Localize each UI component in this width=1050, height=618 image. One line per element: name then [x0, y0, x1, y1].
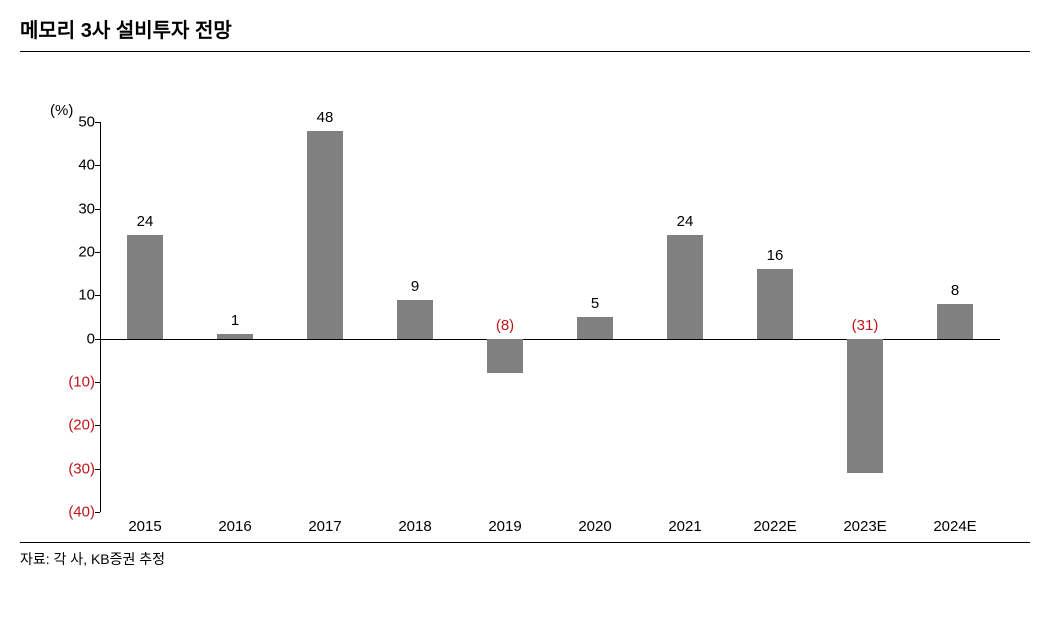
y-tick-label: (30): [50, 460, 95, 477]
x-tick-label: 2020: [578, 518, 611, 535]
x-tick-label: 2016: [218, 518, 251, 535]
y-axis: [100, 122, 101, 512]
y-tick-mark: [95, 469, 100, 470]
source-text: 자료: 각 사, KB증권 추정: [0, 543, 1050, 569]
y-tick-label: (40): [50, 504, 95, 521]
chart-title: 메모리 3사 설비투자 전망: [20, 14, 1030, 51]
title-rule: [20, 51, 1030, 52]
y-tick-mark: [95, 252, 100, 253]
x-tick-label: 2022E: [753, 518, 796, 535]
y-tick-label: 10: [50, 287, 95, 304]
bar-value-label: (31): [852, 317, 879, 334]
x-tick-label: 2015: [128, 518, 161, 535]
y-tick-label: 20: [50, 244, 95, 261]
bar: [577, 317, 613, 339]
bar-value-label: 9: [411, 278, 419, 295]
y-tick-mark: [95, 209, 100, 210]
y-tick-mark: [95, 295, 100, 296]
bar-value-label: 8: [951, 282, 959, 299]
y-tick-mark: [95, 339, 100, 340]
x-tick-label: 2018: [398, 518, 431, 535]
bar-value-label: 48: [317, 109, 334, 126]
chart-area: (%) 50403020100(10)(20)(30)(40)242015120…: [40, 102, 1010, 542]
y-tick-label: (20): [50, 417, 95, 434]
y-tick-label: 50: [50, 114, 95, 131]
bar-value-label: 24: [677, 213, 694, 230]
x-tick-label: 2019: [488, 518, 521, 535]
y-tick-label: (10): [50, 374, 95, 391]
bar: [937, 304, 973, 339]
bar: [487, 339, 523, 374]
bar-value-label: 24: [137, 213, 154, 230]
bar-value-label: (8): [496, 317, 514, 334]
bar-value-label: 1: [231, 312, 239, 329]
plot-region: 50403020100(10)(20)(30)(40)2420151201648…: [100, 122, 1000, 512]
bar: [217, 334, 253, 338]
y-tick-mark: [95, 382, 100, 383]
y-tick-mark: [95, 122, 100, 123]
x-tick-label: 2023E: [843, 518, 886, 535]
y-tick-label: 40: [50, 157, 95, 174]
bar-value-label: 16: [767, 247, 784, 264]
x-tick-label: 2017: [308, 518, 341, 535]
bar: [307, 131, 343, 339]
bar: [757, 269, 793, 338]
bar: [667, 235, 703, 339]
y-tick-label: 30: [50, 200, 95, 217]
y-tick-mark: [95, 425, 100, 426]
bar: [127, 235, 163, 339]
y-tick-label: 0: [50, 330, 95, 347]
y-tick-mark: [95, 512, 100, 513]
x-tick-label: 2021: [668, 518, 701, 535]
y-tick-mark: [95, 165, 100, 166]
x-tick-label: 2024E: [933, 518, 976, 535]
bar-value-label: 5: [591, 295, 599, 312]
bar: [397, 300, 433, 339]
bar: [847, 339, 883, 473]
